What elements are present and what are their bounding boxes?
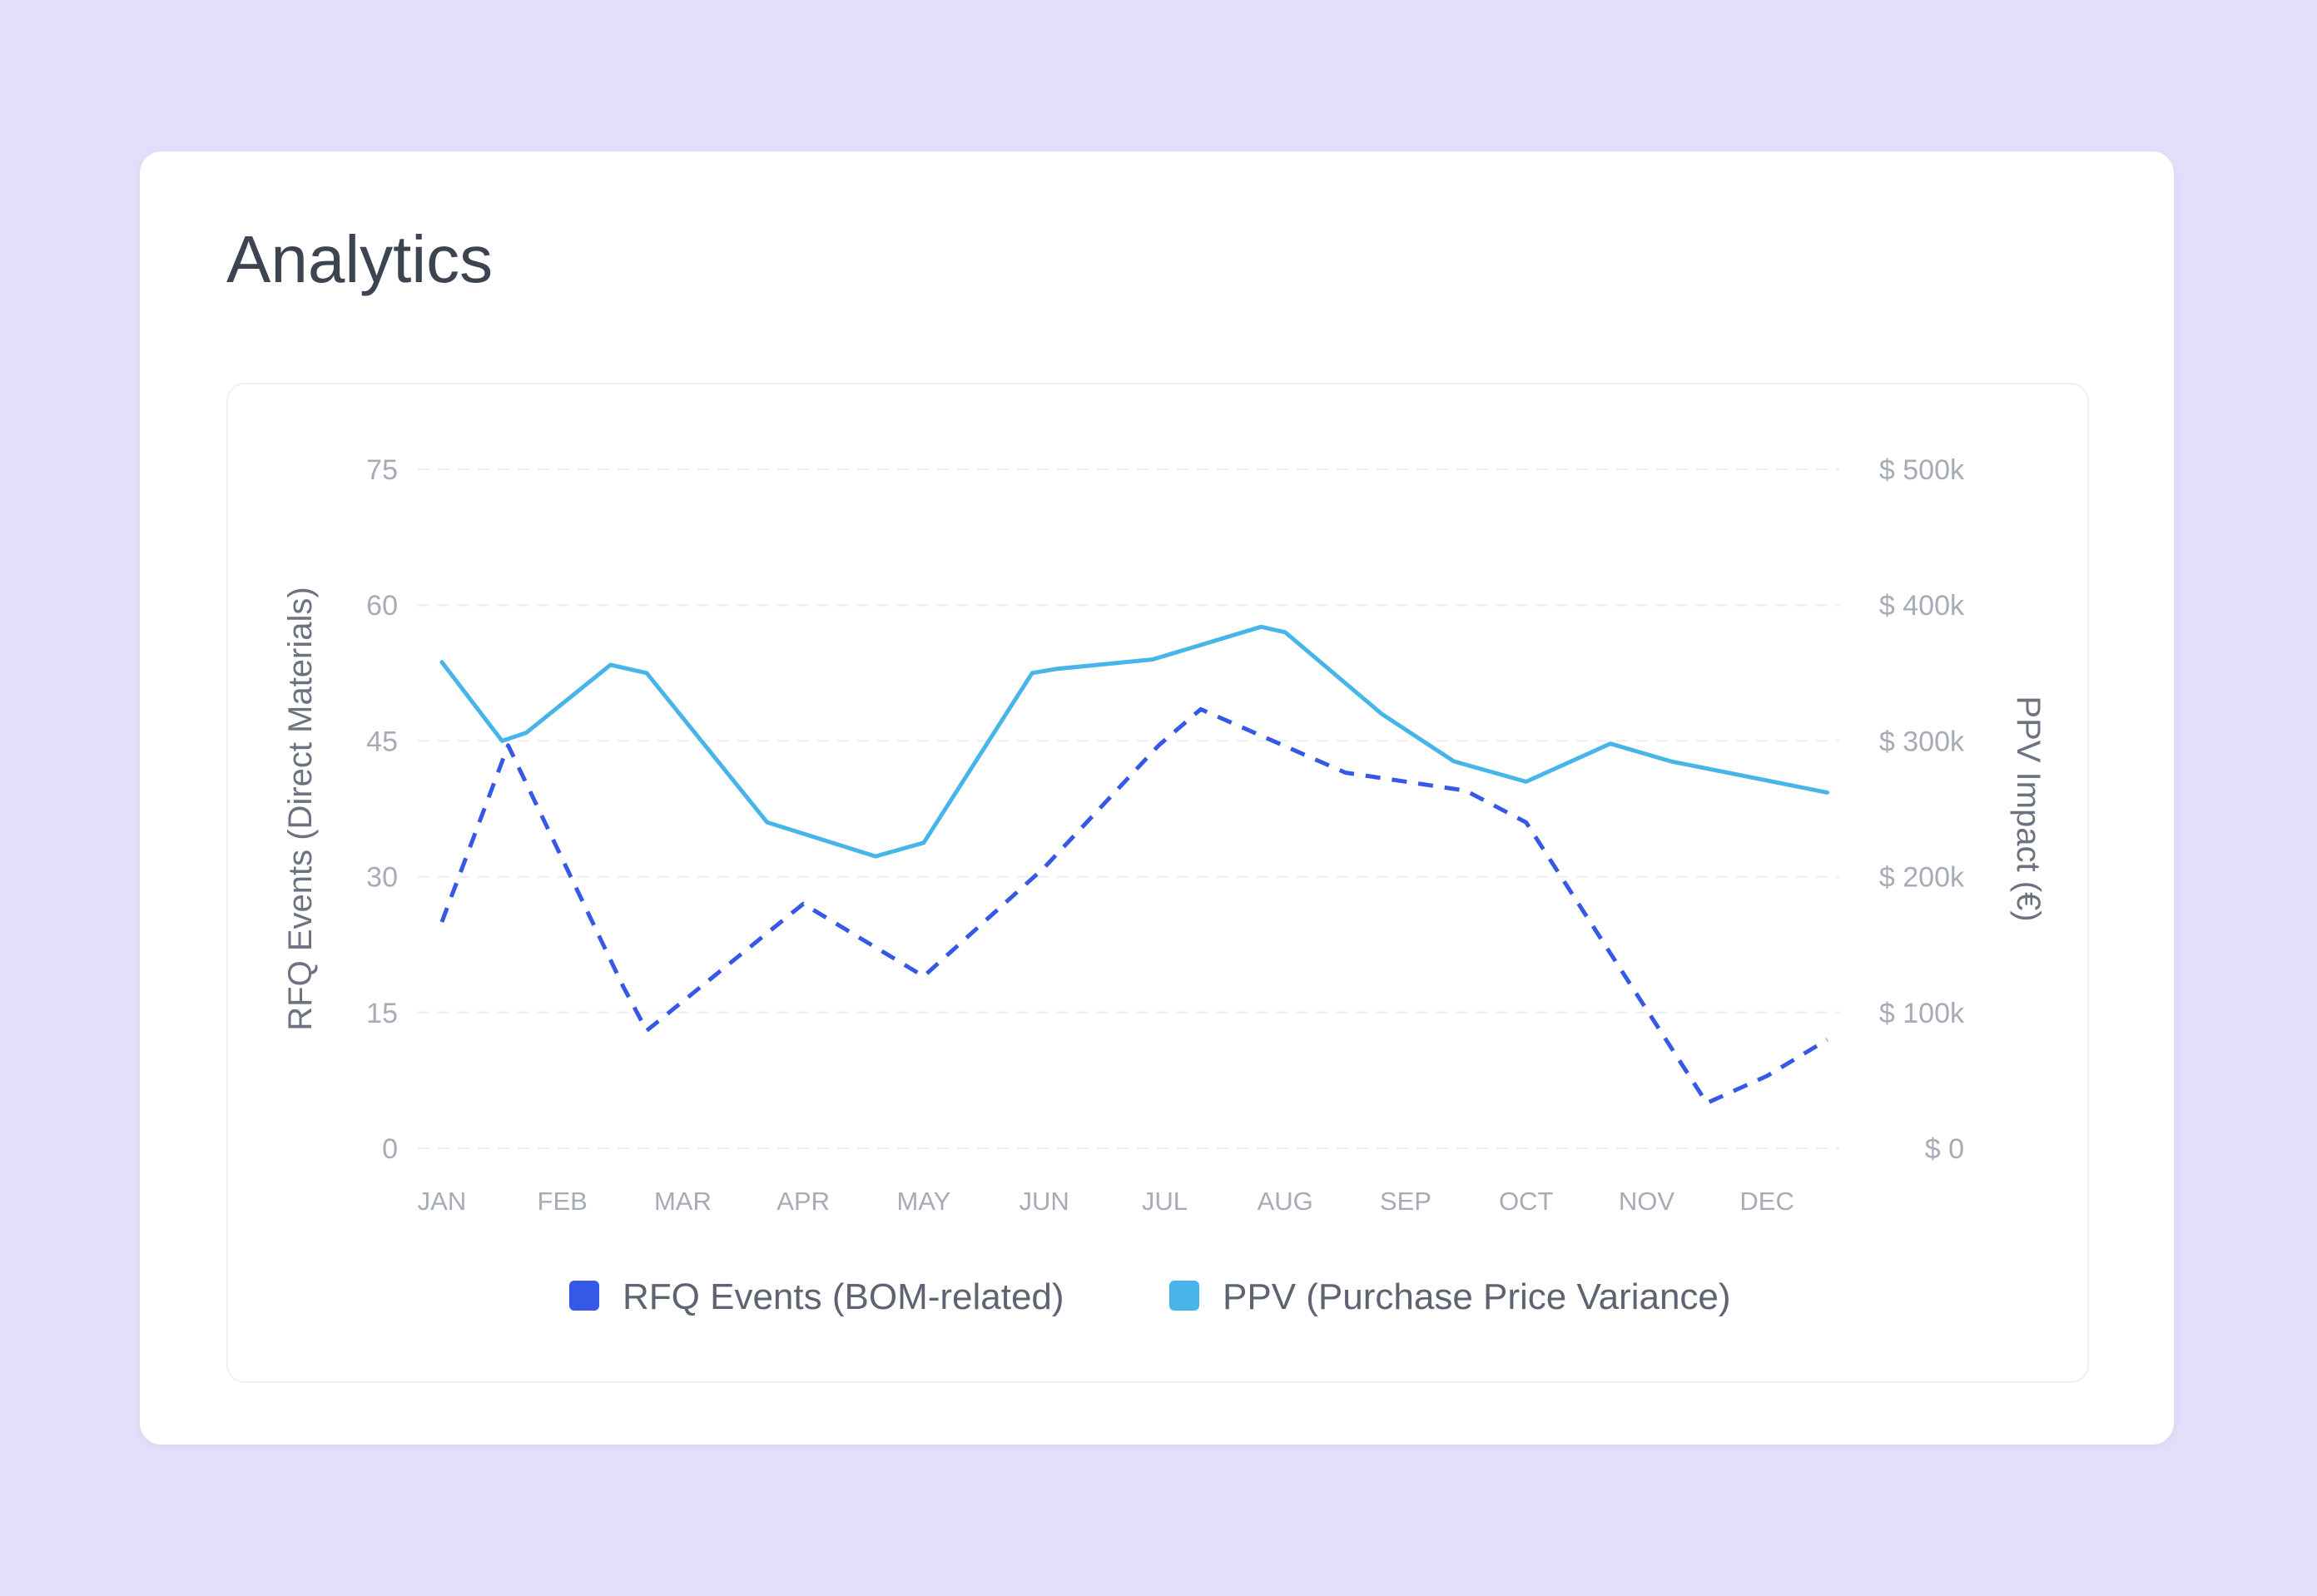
grid-lines — [418, 468, 1839, 1149]
right-axis-ticks: $ 0 $ 100k $ 200k $ 300k $ 400k $ 500k — [1879, 454, 1965, 1165]
x-tick-label: MAR — [654, 1187, 712, 1216]
page-title: Analytics — [226, 222, 494, 296]
left-tick-label: 15 — [366, 998, 398, 1029]
x-tick-label: DEC — [1739, 1187, 1794, 1216]
x-tick-label: MAY — [896, 1187, 950, 1216]
legend-swatch-rfq — [569, 1281, 599, 1311]
legend-swatch-ppv — [1169, 1281, 1199, 1311]
series-line-rfq — [439, 706, 1828, 1106]
left-tick-label: 45 — [366, 726, 398, 757]
x-tick-label: SEP — [1380, 1187, 1431, 1216]
x-tick-label: AUG — [1258, 1187, 1313, 1216]
left-axis-title: RFQ Events (Direct Materials) — [282, 587, 319, 1030]
chart-legend: RFQ Events (BOM-related) PPV (Purchase P… — [569, 1276, 1731, 1317]
series-line-ppv — [439, 624, 1829, 859]
left-tick-label: 75 — [366, 454, 398, 486]
series-lines — [439, 624, 1829, 1106]
legend-label-ppv: PPV (Purchase Price Variance) — [1223, 1276, 1731, 1317]
legend-label-rfq: RFQ Events (BOM-related) — [623, 1276, 1064, 1317]
right-tick-label: $ 300k — [1879, 726, 1965, 757]
x-tick-label: OCT — [1499, 1187, 1554, 1216]
x-axis-ticks: JAN FEB MAR APR MAY JUN JUL AUG SEP OCT NOV DEC — [418, 1187, 1794, 1216]
right-tick-label: $ 400k — [1879, 590, 1965, 622]
left-tick-label: 0 — [382, 1133, 398, 1165]
right-axis-title: PPV Impact (€) — [2010, 696, 2047, 921]
chart-container: 0 15 30 45 60 75 $ 0 $ 100k $ 200k $ 300k $ 400k $… — [226, 383, 2089, 1383]
x-tick-label: FEB — [538, 1187, 588, 1216]
left-tick-label: 30 — [366, 862, 398, 894]
right-tick-label: $ 500k — [1879, 454, 1965, 486]
x-tick-label: NOV — [1619, 1187, 1675, 1216]
x-tick-label: JUN — [1020, 1187, 1069, 1216]
right-tick-label: $ 0 — [1925, 1133, 1964, 1165]
x-tick-label: JAN — [418, 1187, 467, 1216]
left-axis-ticks: 0 15 30 45 60 75 — [366, 454, 398, 1165]
x-tick-label: APR — [776, 1187, 830, 1216]
right-tick-label: $ 200k — [1879, 862, 1965, 894]
right-tick-label: $ 100k — [1879, 998, 1965, 1029]
left-tick-label: 60 — [366, 590, 398, 622]
x-tick-label: JUL — [1142, 1187, 1188, 1216]
